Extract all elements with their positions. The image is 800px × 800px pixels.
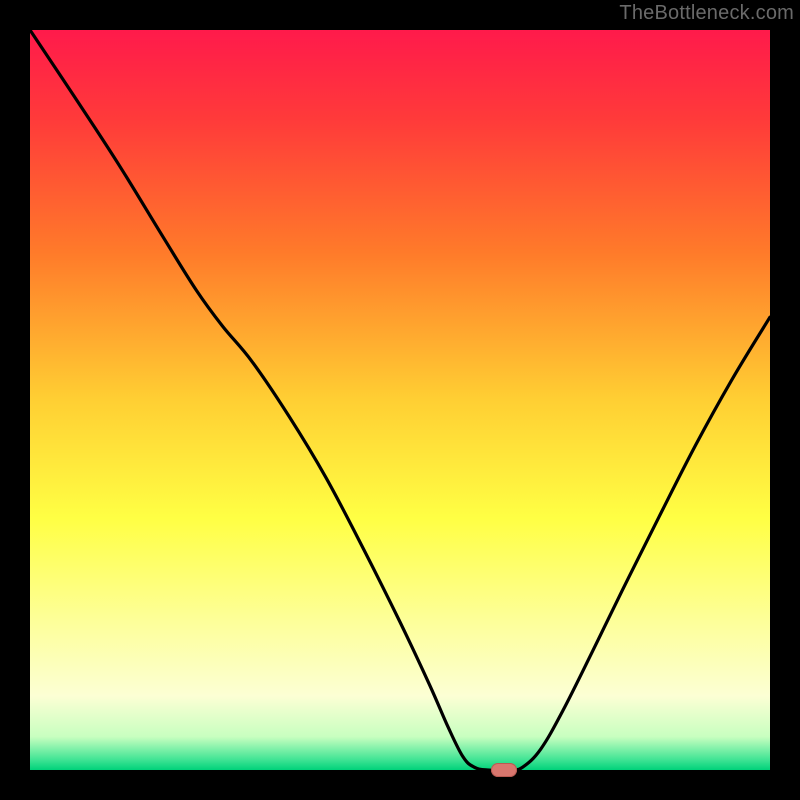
optimum-marker xyxy=(491,763,517,778)
gradient-background xyxy=(30,30,770,770)
chart-frame: TheBottleneck.com xyxy=(0,0,800,800)
watermark-text: TheBottleneck.com xyxy=(619,2,794,25)
plot-area xyxy=(30,30,770,770)
